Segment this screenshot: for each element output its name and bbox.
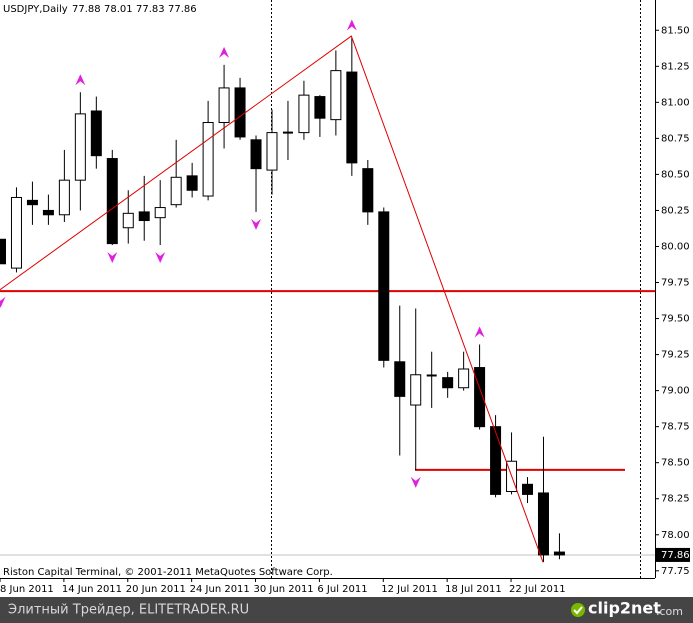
y-tick-label: 79.50 xyxy=(661,314,690,325)
candle-body xyxy=(138,211,150,222)
candle-body xyxy=(266,132,278,171)
fractal-down xyxy=(410,476,421,488)
header-value: 77.88 xyxy=(72,4,101,15)
x-tick-label: 22 Jul 2011 xyxy=(509,584,566,595)
candle-body xyxy=(298,94,310,134)
candle-body xyxy=(122,212,134,229)
header-value: 77.86 xyxy=(168,4,197,15)
fractal-up xyxy=(75,74,86,86)
footer-site: Элитный Трейдер, ELITETRADER.RU xyxy=(8,603,249,618)
candle-body xyxy=(314,96,326,119)
candle-body xyxy=(250,139,262,170)
y-tick-label: 80.00 xyxy=(661,241,690,252)
x-tick-label: 20 Jun 2011 xyxy=(126,584,186,595)
x-tick-label: 18 Jul 2011 xyxy=(445,584,502,595)
candle-body xyxy=(362,168,374,213)
candle-body xyxy=(170,176,182,206)
candle-body xyxy=(234,87,246,138)
candle-body xyxy=(474,367,486,428)
fractal-down xyxy=(251,218,262,230)
y-tick-label: 78.25 xyxy=(661,494,690,505)
logo-suffix: .com xyxy=(656,605,683,618)
candle-body xyxy=(74,113,86,181)
candle-body xyxy=(154,207,166,219)
candle-body xyxy=(394,361,406,397)
fractal-down xyxy=(0,296,6,308)
candle-body xyxy=(10,196,22,269)
y-tick-label: 78.75 xyxy=(661,422,690,433)
header-value: 77.83 xyxy=(136,4,165,15)
copyright: Riston Capital Terminal, © 2001-2011 Met… xyxy=(3,567,333,578)
logo-text: clip2net xyxy=(588,599,661,618)
plot xyxy=(0,19,655,563)
candle-body xyxy=(186,175,198,191)
zigzag-line xyxy=(0,35,544,563)
candle-body xyxy=(490,426,502,495)
candle-body xyxy=(90,110,102,157)
fractal-down xyxy=(107,252,118,264)
x-tick-label: 8 Jun 2011 xyxy=(0,584,54,595)
y-tick-label: 79.75 xyxy=(661,278,690,289)
x-tick-label: 30 Jun 2011 xyxy=(254,584,314,595)
candle-body xyxy=(378,211,390,361)
candle-body xyxy=(202,122,214,197)
candle-body xyxy=(26,199,38,206)
y-tick-label: 77.75 xyxy=(661,566,690,577)
x-tick-label: 24 Jun 2011 xyxy=(190,584,250,595)
candle-body xyxy=(42,209,54,216)
candle-body xyxy=(58,179,70,216)
x-tick-label: 6 Jul 2011 xyxy=(317,584,367,595)
candle-body xyxy=(442,377,454,389)
fractal-up xyxy=(474,326,485,338)
candle-body xyxy=(218,87,230,124)
candle-body xyxy=(106,158,118,245)
price-label-box xyxy=(656,547,690,562)
y-tick-label: 80.25 xyxy=(661,205,690,216)
logo-check xyxy=(573,606,583,615)
y-tick-label: 81.00 xyxy=(661,97,690,108)
candle-body xyxy=(522,483,534,495)
fractal-up xyxy=(219,46,230,58)
x-tick-label: 14 Jun 2011 xyxy=(62,584,122,595)
candle-body xyxy=(330,70,342,121)
candle-body xyxy=(410,374,422,406)
header-value: 78.01 xyxy=(104,4,133,15)
candle-body xyxy=(458,368,470,389)
y-tick-label: 81.50 xyxy=(661,25,690,36)
candle-body xyxy=(537,492,549,556)
y-tick-label: 79.25 xyxy=(661,350,690,361)
y-tick-label: 78.00 xyxy=(661,530,690,541)
fractal-up xyxy=(346,19,357,31)
price-label: 77.86 xyxy=(661,550,690,561)
candle-body xyxy=(553,551,565,556)
x-tick-label: 12 Jul 2011 xyxy=(381,584,438,595)
y-tick-label: 80.75 xyxy=(661,133,690,144)
fractal-down xyxy=(155,252,166,264)
logo-icon xyxy=(571,603,585,617)
y-tick-label: 81.25 xyxy=(661,61,690,72)
chart-title: USDJPY,Daily xyxy=(3,4,68,15)
y-tick-label: 80.50 xyxy=(661,169,690,180)
candle-body xyxy=(0,238,6,265)
y-tick-label: 79.00 xyxy=(661,386,690,397)
candle-body xyxy=(346,71,358,164)
y-tick-label: 78.50 xyxy=(661,458,690,469)
